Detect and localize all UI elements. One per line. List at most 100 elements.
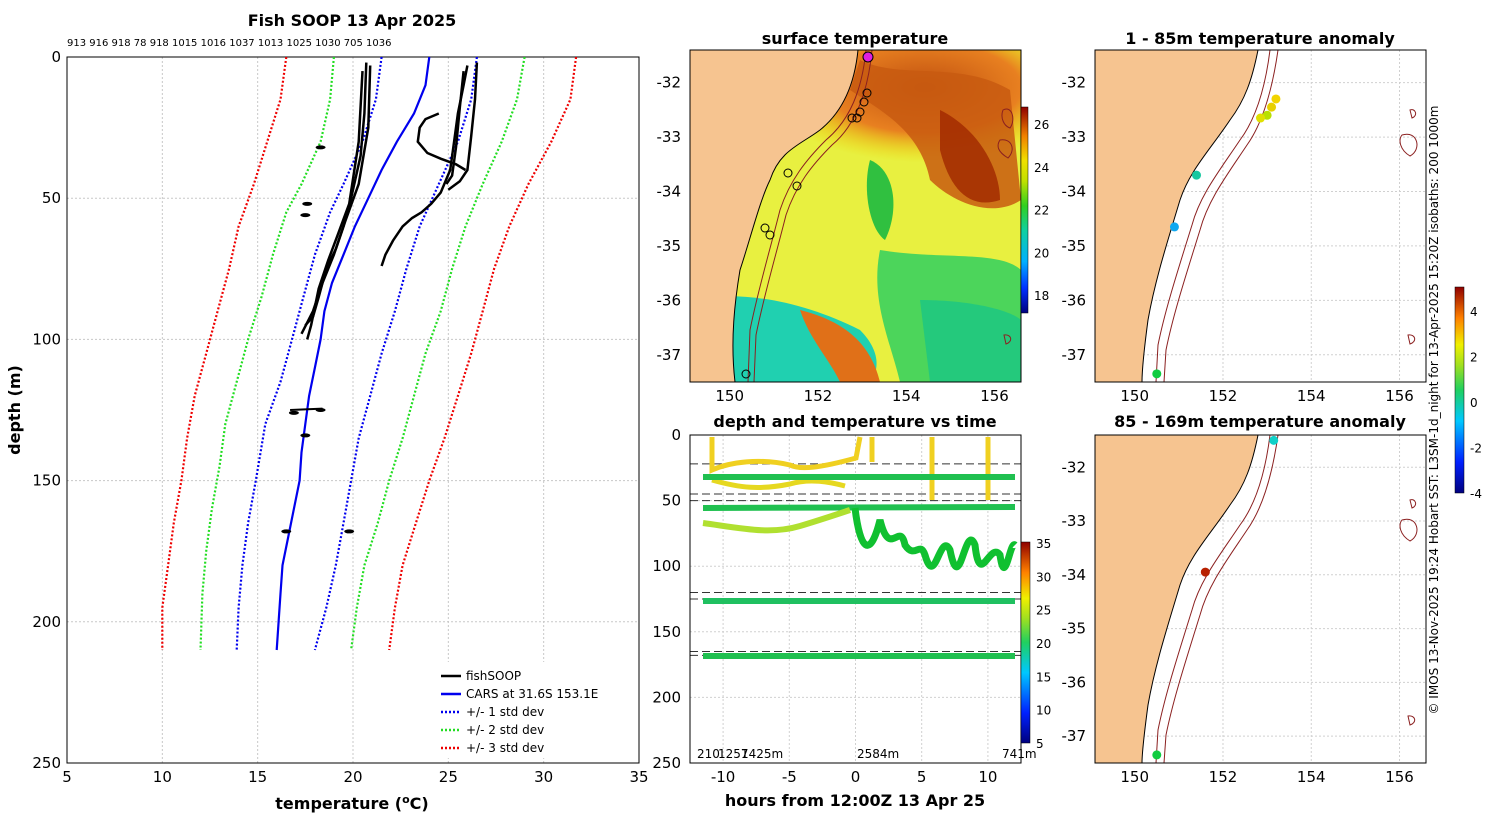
map-lon-label: 150 [1120, 387, 1149, 405]
anomaly1-axes-box [1094, 49, 1427, 383]
depth-time-title: depth and temperature vs time [713, 412, 996, 431]
depth-label-1: 210 [697, 747, 720, 761]
fishsoop-point [300, 213, 311, 218]
colorbar-tick-label: 5 [1036, 737, 1044, 751]
colorbar-tick-label: 20 [1036, 637, 1051, 651]
anomaly2-tick-labels: 150 152 154 156 -32 -33 -34 -35 -36 -37 [1062, 458, 1414, 786]
sst-isobath-200 [747, 50, 867, 382]
anomaly2-isobath-1000 [1163, 435, 1279, 763]
fishsoop-trace [380, 65, 469, 267]
anomaly-colorbar-ticks: 4 2 0 -2 -4 [1470, 305, 1482, 501]
map-lat-label: -35 [657, 237, 682, 255]
anomaly1-seamounts [1399, 109, 1418, 345]
sst-warm-eddy [940, 110, 1000, 203]
legend-label: fishSOOP [466, 669, 521, 683]
x-tick-label: 30 [534, 768, 553, 786]
profile-x-label: temperature (oC) [275, 793, 428, 813]
map-lat-label: -34 [1062, 566, 1087, 584]
map-lat-label: -33 [1062, 128, 1087, 146]
map-lon-label: 150 [1120, 768, 1149, 786]
colorbar-tick-label: 4 [1470, 305, 1478, 319]
fishsoop-trace [304, 62, 368, 327]
trace-yellow-dip [711, 477, 846, 490]
colorbar-tick-label: 10 [1036, 704, 1051, 718]
sst-cool-patch [866, 160, 894, 240]
depth-tick-label: 0 [671, 426, 681, 444]
profile-series--2-std [350, 57, 526, 651]
map-lon-label: 152 [1209, 768, 1238, 786]
profile-series--3-std [161, 57, 288, 650]
anomaly-point [1267, 102, 1277, 112]
map-lat-label: -37 [1062, 346, 1087, 364]
colorbar-tick-label: 24 [1034, 161, 1049, 175]
trace-casts [869, 437, 991, 500]
map-lon-label: 156 [980, 387, 1009, 405]
profile-tick-labels: 5 10 15 20 25 30 35 0 50 100 150 200 250 [32, 48, 648, 786]
sst-seamounts [997, 108, 1014, 345]
profile-top-labels: 913 916 918 78 918 1015 1016 1037 1013 1… [67, 38, 391, 49]
map-lon-label: 156 [1385, 768, 1414, 786]
x-tick-label: 35 [629, 768, 648, 786]
y-tick-label: 150 [32, 472, 61, 490]
profile-axes-box [66, 56, 640, 764]
profile-series-cars [275, 57, 431, 651]
colorbar-tick-label: -2 [1470, 442, 1482, 456]
sst-colorbar [1020, 106, 1029, 314]
depth-time-traces [690, 436, 1021, 659]
legend-label: +/- 3 std dev [466, 741, 544, 755]
sst-coastline [732, 50, 859, 382]
map-lon-label: 154 [1297, 768, 1326, 786]
anomaly-point [1269, 435, 1279, 445]
profile-legend: fishSOOP CARS at 31.6S 153.1E +/- 1 std de… [435, 662, 635, 758]
sst-title: surface temperature [762, 29, 949, 48]
depth-time-x-label: hours from 12:00Z 13 Apr 25 [725, 791, 985, 810]
fishsoop-trace [290, 407, 323, 411]
sst-current-position [862, 51, 874, 63]
colorbar-tick-label: -4 [1470, 487, 1482, 501]
map-lat-label: -32 [1062, 74, 1087, 92]
y-tick-label: 200 [32, 613, 61, 631]
anomaly1-isobath-1000 [1163, 50, 1279, 382]
trace-deep-green [851, 507, 1019, 571]
map-lat-label: -35 [1062, 620, 1087, 638]
map-lat-label: -32 [657, 74, 682, 92]
legend-label: +/- 2 std dev [466, 723, 544, 737]
anomaly1-coastline [1141, 50, 1259, 382]
map-lat-label: -33 [657, 128, 682, 146]
depth-tick-label: 150 [652, 623, 681, 641]
map-lon-label: 150 [715, 387, 744, 405]
fishsoop-point [302, 201, 313, 206]
map-lon-label: 152 [1209, 387, 1238, 405]
anomaly1-title: 1 - 85m temperature anomaly [1125, 29, 1395, 48]
anomaly2-land [1095, 435, 1258, 763]
legend-label: CARS at 31.6S 153.1E [466, 687, 598, 701]
map-lon-label: 154 [1297, 387, 1326, 405]
y-tick-label: 50 [42, 189, 61, 207]
depth-tick-label: 100 [652, 557, 681, 575]
sst-map-panel: 150 152 154 156 -32 -33 -34 -35 -36 -37 surface t… [657, 29, 1050, 405]
fishsoop-point [281, 529, 292, 534]
x-tick-label: 10 [153, 768, 172, 786]
colorbar-tick-label: 25 [1036, 604, 1051, 618]
map-lat-label: -35 [1062, 237, 1087, 255]
anomaly1-tick-labels: 150 152 154 156 -32 -33 -34 -35 -36 -37 [1062, 74, 1414, 405]
map-lon-label: 152 [804, 387, 833, 405]
y-tick-label: 100 [32, 330, 61, 348]
colorbar-tick-label: 30 [1036, 570, 1051, 584]
anomaly-point [1152, 369, 1162, 379]
map-lat-label: -36 [1062, 673, 1087, 691]
anomaly-point [1271, 94, 1281, 104]
map-lat-label: -37 [657, 346, 682, 364]
profile-series--2-std [199, 57, 335, 651]
map-lon-label: 156 [1385, 387, 1414, 405]
fishsoop-trace [445, 70, 465, 185]
profile-series--1-std [235, 57, 383, 651]
colorbar-tick-label: 22 [1034, 204, 1049, 218]
anomaly2-title: 85 - 169m temperature anomaly [1114, 412, 1406, 431]
profile-series--1-std [313, 57, 478, 651]
legend-box [435, 662, 635, 758]
depth-label-4: 2584m [857, 747, 899, 761]
fishsoop-point [300, 433, 311, 438]
time-tick-label: -5 [782, 768, 797, 786]
